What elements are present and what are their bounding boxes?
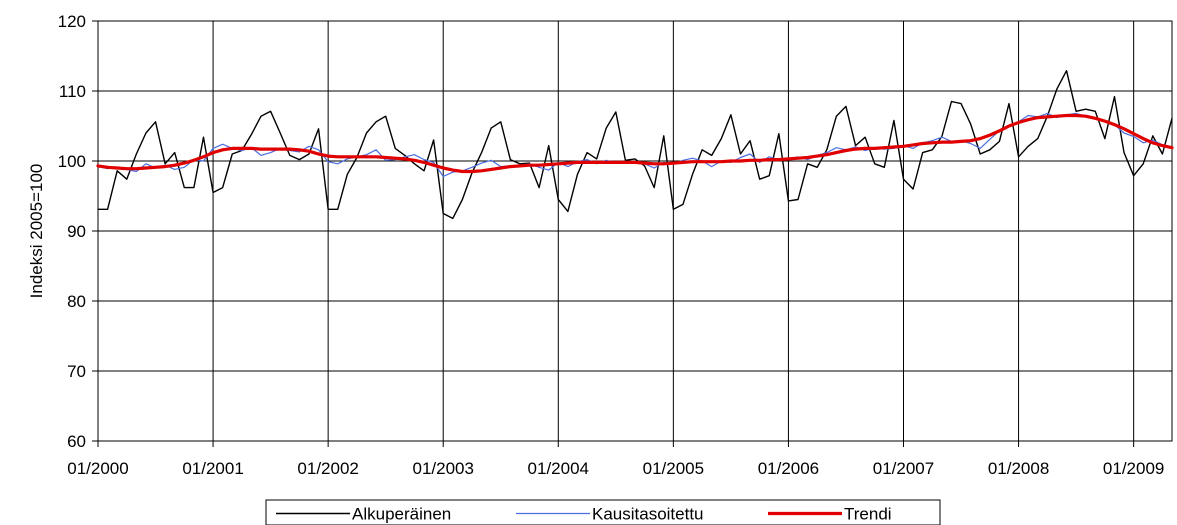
x-tick-label: 01/2002 xyxy=(297,459,358,478)
grid xyxy=(97,20,1173,442)
x-tick-label: 01/2000 xyxy=(67,459,128,478)
x-tick-label: 01/2003 xyxy=(412,459,473,478)
y-tick-label: 70 xyxy=(67,362,86,381)
x-tick-label: 01/2001 xyxy=(182,459,243,478)
series-line-trendi xyxy=(96,113,1174,174)
x-tick-label: 01/2004 xyxy=(528,459,589,478)
series-line-alkuper-inen xyxy=(97,69,1173,220)
x-tick-label: 01/2005 xyxy=(643,459,704,478)
series-line-kausitasoitettu xyxy=(97,112,1173,177)
y-tick-label: 100 xyxy=(58,152,86,171)
y-axis-ticks: 60 70 80 90 100 110 120 xyxy=(58,12,98,451)
y-tick-label: 120 xyxy=(58,12,86,31)
legend-label: Alkuperäinen xyxy=(352,505,451,524)
legend: Alkuperäinen Kausitasoitettu Trendi xyxy=(265,499,941,525)
x-tick-label: 01/2008 xyxy=(988,459,1049,478)
y-tick-label: 60 xyxy=(67,432,86,451)
legend-label: Trendi xyxy=(844,505,892,524)
y-axis-title: Indeksi 2005=100 xyxy=(27,164,46,299)
series-lines xyxy=(96,69,1174,220)
y-tick-label: 110 xyxy=(59,82,86,101)
legend-label: Kausitasoitettu xyxy=(592,505,704,524)
x-tick-label: 01/2006 xyxy=(758,459,819,478)
x-axis-ticks: 01/2000 01/2001 01/2002 01/2003 01/2004 01/20… xyxy=(67,441,1164,478)
y-tick-label: 90 xyxy=(67,222,86,241)
x-tick-label: 01/2009 xyxy=(1103,459,1164,478)
x-tick-label: 01/2007 xyxy=(873,459,934,478)
y-tick-label: 80 xyxy=(67,292,86,311)
